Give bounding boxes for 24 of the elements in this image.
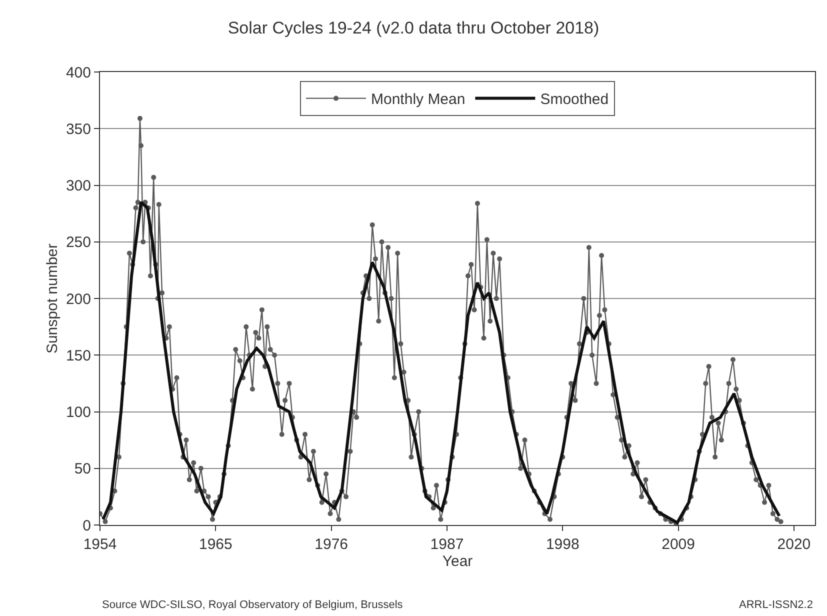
x-tick-label: 2009 [662,536,695,553]
legend-label: Smoothed [540,91,609,108]
chart-title: Solar Cycles 19-24 (v2.0 data thru October 2018) [228,18,600,38]
y-tick-label: 300 [66,178,91,194]
y-tick-label: 200 [66,290,91,308]
text: ARRL-ISSN2.2 [739,599,813,611]
source-note: Source WDC-SILSO, Royal Observatory of Belgium, Brussels [102,599,404,611]
legend-label: Monthly Mean [371,91,466,108]
x-axis-title: Year [442,553,473,570]
x-tick-label: 1998 [546,536,580,553]
x-tick-label: 1954 [83,536,117,553]
x-tick-label: 1976 [314,536,348,553]
line-series [102,200,781,524]
y-tick-label: 50 [74,460,91,478]
y-tick-label: 100 [66,404,91,421]
y-tick-label: 250 [66,234,91,252]
x-tick-label: 1965 [198,536,232,553]
y-tick-label: 400 [66,64,91,82]
y-tick-label: 150 [66,347,91,364]
y-tick-label: 350 [66,120,91,138]
x-tick-label: 1987 [430,536,464,553]
y-tick-label: 0 [82,517,91,534]
y-axis-title: Sunspot number [44,243,62,354]
x-tick-label: 2020 [777,536,811,553]
